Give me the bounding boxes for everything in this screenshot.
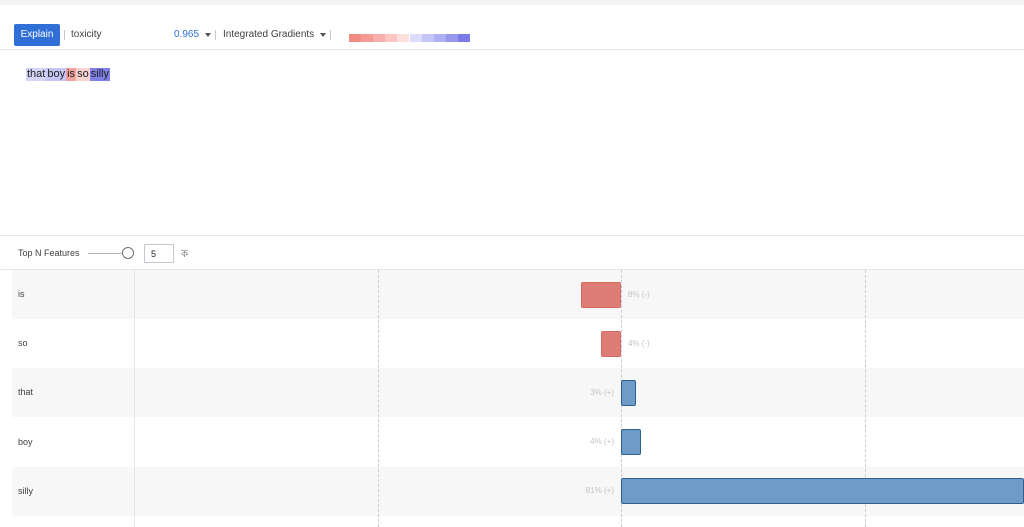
legend-swatch-negative <box>397 34 409 42</box>
explanation-toolbar: Explain toxicity 0.965 Integrated Gradie… <box>0 5 1024 50</box>
feature-label: boy <box>18 436 33 447</box>
attribution-bar <box>601 330 621 357</box>
gridline <box>865 270 866 527</box>
feature-label: so <box>18 338 28 349</box>
token-so[interactable]: so <box>76 68 90 81</box>
divider <box>64 30 65 40</box>
explain-button[interactable]: Explain <box>14 24 60 46</box>
divider <box>215 30 216 40</box>
score-value: 0.965 <box>174 29 200 40</box>
highlighted-sentence: that boy is so silly <box>26 68 111 81</box>
attribution-bar <box>621 428 641 455</box>
legend-swatch-negative <box>373 34 385 42</box>
feature-label: that <box>18 387 34 398</box>
feature-row: is <box>12 270 1024 319</box>
token-silly[interactable]: silly <box>89 68 111 81</box>
sort-icon[interactable]: ক <box>181 249 188 260</box>
attribution-bar <box>621 379 636 406</box>
top-n-slider-handle[interactable] <box>122 247 134 259</box>
legend-swatch-positive <box>458 34 470 42</box>
feature-attribution-chart: silly boy that so is 8% (-) 4% (-) 3% (+) 4% (+… <box>12 270 1024 527</box>
top-n-label: Top N Features <box>18 248 80 258</box>
top-n-slider-track[interactable] <box>88 253 128 254</box>
legend-swatch-positive <box>434 34 446 42</box>
top-n-input[interactable] <box>144 244 174 263</box>
legend-swatch-positive <box>410 34 422 42</box>
attribution-percent: 8% (-) <box>628 290 650 299</box>
feature-row: so <box>12 319 1024 369</box>
chevron-down-icon[interactable] <box>320 33 326 37</box>
negative-color-legend <box>349 34 409 42</box>
positive-color-legend <box>410 34 470 42</box>
top-strip <box>0 0 1024 5</box>
feature-row: that <box>12 368 1024 418</box>
feature-controls: Top N Features ক <box>0 236 1024 270</box>
legend-swatch-negative <box>385 34 397 42</box>
attribution-bar <box>621 477 1024 504</box>
token-that[interactable]: that <box>26 68 47 81</box>
chevron-down-icon[interactable] <box>205 33 211 37</box>
legend-swatch-negative <box>361 34 373 42</box>
feature-label: silly <box>18 485 33 496</box>
token-boy[interactable]: boy <box>46 68 67 81</box>
field-name: toxicity <box>71 29 102 40</box>
attribution-percent: 4% (+) <box>590 437 614 446</box>
salience-text-area: that boy is so silly <box>0 50 1024 236</box>
legend-swatch-positive <box>446 34 458 42</box>
attribution-bar <box>581 281 621 308</box>
attribution-percent: 81% (+) <box>585 486 614 495</box>
gridline <box>378 270 379 527</box>
attribution-percent: 3% (+) <box>590 388 614 397</box>
divider <box>330 30 331 40</box>
legend-swatch-negative <box>349 34 361 42</box>
legend-swatch-positive <box>422 34 434 42</box>
attribution-percent: 4% (-) <box>628 339 650 348</box>
feature-label: is <box>18 289 25 299</box>
token-is[interactable]: is <box>66 68 77 81</box>
method-select[interactable]: Integrated Gradients <box>223 29 315 40</box>
feature-row: boy <box>12 417 1024 467</box>
label-column-divider <box>134 270 135 527</box>
